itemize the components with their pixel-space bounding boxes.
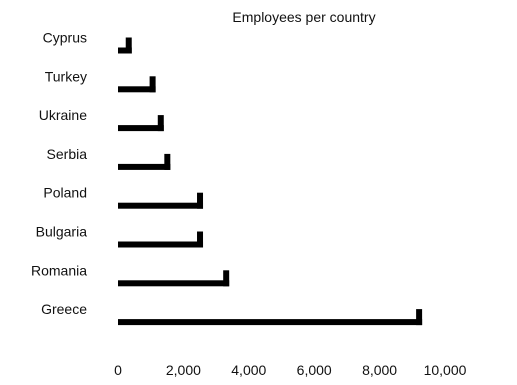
x-tick-labels: 0 2,000 4,000 6,000 8,000 10,000	[114, 362, 467, 378]
category-label: Romania	[31, 262, 87, 278]
bar-greece	[118, 309, 423, 326]
x-tick-label: 2,000	[166, 362, 201, 378]
bar-end-cap	[149, 76, 156, 93]
bar-base	[118, 202, 204, 209]
bar-serbia	[118, 153, 171, 170]
bar-base	[118, 319, 423, 326]
bar-cyprus	[118, 37, 132, 54]
category-label: Serbia	[47, 146, 88, 162]
x-tick-label: 8,000	[362, 362, 397, 378]
chart-title: Employees per country	[232, 9, 375, 25]
x-tick-label: 6,000	[297, 362, 332, 378]
bar-end-cap	[223, 270, 230, 287]
category-label: Bulgaria	[36, 224, 88, 240]
bar-romania	[118, 270, 230, 287]
bar-base	[118, 125, 164, 132]
bar-base	[118, 86, 156, 93]
category-labels: Cyprus Turkey Ukraine Serbia Poland Bulgaria R…	[31, 30, 87, 318]
bar-turkey	[118, 76, 156, 93]
bar-end-cap	[197, 192, 204, 209]
bar-end-cap	[164, 153, 171, 170]
bar-end-cap	[416, 309, 423, 326]
x-tick-label: 4,000	[231, 362, 266, 378]
bar-ukraine	[118, 115, 164, 132]
bar-end-cap	[197, 231, 204, 248]
x-tick-label: 0	[114, 362, 122, 378]
category-label: Poland	[43, 185, 87, 201]
category-label: Cyprus	[43, 30, 87, 46]
category-label: Turkey	[45, 68, 87, 84]
bar-base	[118, 163, 171, 170]
category-label: Greece	[41, 301, 87, 317]
bar-bulgaria	[118, 231, 204, 248]
bars-group	[118, 37, 423, 326]
x-tick-label: 10,000	[424, 362, 467, 378]
bar-base	[118, 280, 230, 287]
bar-end-cap	[125, 37, 132, 54]
category-label: Ukraine	[39, 107, 87, 123]
bar-base	[118, 241, 204, 248]
bar-base	[118, 47, 132, 54]
bar-poland	[118, 192, 204, 209]
bar-end-cap	[157, 115, 164, 132]
